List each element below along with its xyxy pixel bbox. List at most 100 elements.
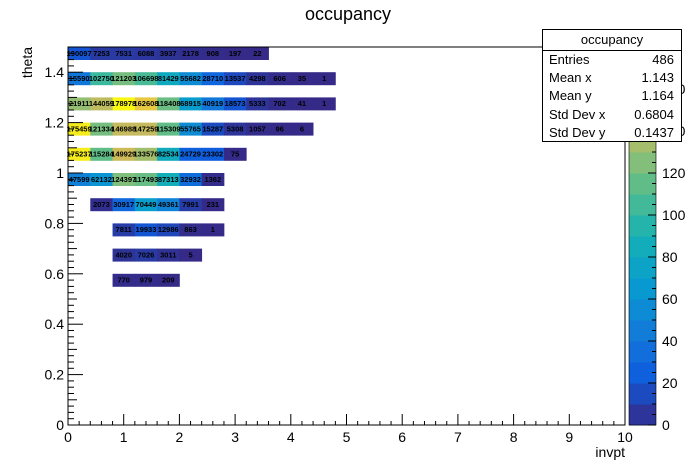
heatmap-cell xyxy=(201,72,225,86)
cell-label: 231 xyxy=(207,200,220,209)
cell-label: 3937 xyxy=(160,49,177,58)
palette-segment xyxy=(629,152,656,174)
heatmap-cell xyxy=(179,122,203,136)
cell-label: 5308 xyxy=(227,124,244,133)
x-tick-label: 2 xyxy=(176,429,184,445)
cell-label: 124397 xyxy=(111,175,136,184)
x-tick-label: 8 xyxy=(510,429,518,445)
stats-value: 486 xyxy=(652,52,674,67)
palette-segment xyxy=(629,404,656,426)
heatmap-cell xyxy=(157,223,180,237)
cell-label: 55765 xyxy=(180,124,201,133)
heatmap-cell xyxy=(157,173,180,186)
cell-label: 770 xyxy=(117,276,130,285)
heatmap-cell xyxy=(134,198,158,212)
palette-segment xyxy=(629,362,656,384)
heatmap-cell xyxy=(201,97,225,111)
y-axis-title: theta xyxy=(19,47,35,78)
cell-label: 75 xyxy=(231,150,239,159)
heatmap-cell xyxy=(134,147,158,161)
heatmap-cell xyxy=(90,198,113,212)
palette-tick-label: 80 xyxy=(662,249,678,265)
heatmap-cell xyxy=(179,198,203,212)
cell-label: 102750 xyxy=(89,74,114,83)
heatmap-cell xyxy=(90,147,113,161)
heatmap-cell xyxy=(179,248,203,262)
x-tick-label: 5 xyxy=(343,429,351,445)
y-tick-label: 0.2 xyxy=(45,367,65,383)
heatmap-cell xyxy=(112,72,136,86)
heatmap-cell xyxy=(90,122,113,136)
palette-segment xyxy=(629,236,656,258)
heatmap-cell xyxy=(179,147,203,161)
heatmap-cell xyxy=(68,147,91,161)
x-tick-label: 7 xyxy=(454,429,462,445)
cell-label: 7991 xyxy=(182,200,199,209)
heatmap-cell xyxy=(290,72,314,86)
cell-label: 190097 xyxy=(67,49,92,58)
cell-label: 7253 xyxy=(93,49,110,58)
y-tick-label: 0.4 xyxy=(45,316,65,332)
cell-label: 35 xyxy=(298,74,306,83)
palette-tick-label: 20 xyxy=(662,375,678,391)
stats-row-std-dev-y: Std Dev y 0.1437 xyxy=(543,124,681,142)
x-tick-label: 10 xyxy=(617,429,633,445)
cell-label: 908 xyxy=(207,49,220,58)
cell-label: 1 xyxy=(211,225,215,234)
heatmap-cell xyxy=(134,173,158,186)
stats-row-mean-y: Mean y 1.164 xyxy=(543,87,681,105)
stats-value: 1.164 xyxy=(641,88,674,104)
cell-label: 197 xyxy=(229,49,242,58)
heatmap-cell xyxy=(246,72,269,86)
cell-label: 115284 xyxy=(89,150,114,159)
heatmap-cell xyxy=(201,198,225,212)
stats-row-mean-x: Mean x 1.143 xyxy=(543,69,681,87)
cell-label: 62132 xyxy=(91,175,112,184)
heatmap-cell xyxy=(112,122,136,136)
stats-box: occupancy Entries 486 Mean x 1.143 Mean … xyxy=(542,29,682,142)
heatmap-cell xyxy=(223,97,247,111)
cell-label: 149929 xyxy=(111,150,136,159)
cell-label: 4298 xyxy=(249,74,266,83)
cell-label: 55682 xyxy=(180,74,201,83)
cell-label: 702 xyxy=(273,99,286,108)
stats-label: Entries xyxy=(549,52,590,67)
y-tick-label: 0.8 xyxy=(45,215,65,231)
palette-segment xyxy=(629,341,656,363)
x-tick-label: 0 xyxy=(64,429,72,445)
stats-row-std-dev-x: Std Dev x 0.6804 xyxy=(543,106,681,124)
heatmap-cell xyxy=(90,97,113,111)
heatmap-cell xyxy=(223,147,247,161)
cell-label: 1 xyxy=(322,74,326,83)
cell-label: 32932 xyxy=(180,175,201,184)
cell-label: 175237 xyxy=(67,150,92,159)
heatmap-cell xyxy=(290,97,314,111)
heatmap-cell xyxy=(134,47,158,60)
heatmap-cell xyxy=(157,248,180,262)
heatmap-cell xyxy=(290,122,314,136)
heatmap-cell xyxy=(112,248,136,262)
heatmap-cell xyxy=(313,97,336,111)
palette-segment xyxy=(629,194,656,216)
heatmap-cell xyxy=(201,223,225,237)
x-tick-label: 6 xyxy=(398,429,406,445)
palette-segment xyxy=(629,257,656,279)
cell-label: 41 xyxy=(298,99,306,108)
heatmap-cell xyxy=(157,122,180,136)
cell-label: 106698 xyxy=(133,74,158,83)
heatmap-cell xyxy=(112,147,136,161)
palette-segment xyxy=(629,299,656,321)
cell-label: 117493 xyxy=(134,175,159,184)
cell-label: 3011 xyxy=(160,250,176,259)
cell-label: 6088 xyxy=(138,49,155,58)
heatmap-cell xyxy=(246,122,269,136)
heatmap-cell xyxy=(134,72,158,86)
heatmap-cell xyxy=(201,47,225,60)
cell-label: 24729 xyxy=(180,150,201,159)
cell-label: 18573 xyxy=(225,99,246,108)
palette-segment xyxy=(629,278,656,300)
heatmap-cell xyxy=(157,198,180,212)
x-tick-label: 4 xyxy=(287,429,295,445)
cell-label: 19933 xyxy=(136,225,157,234)
palette-segment xyxy=(629,320,656,342)
